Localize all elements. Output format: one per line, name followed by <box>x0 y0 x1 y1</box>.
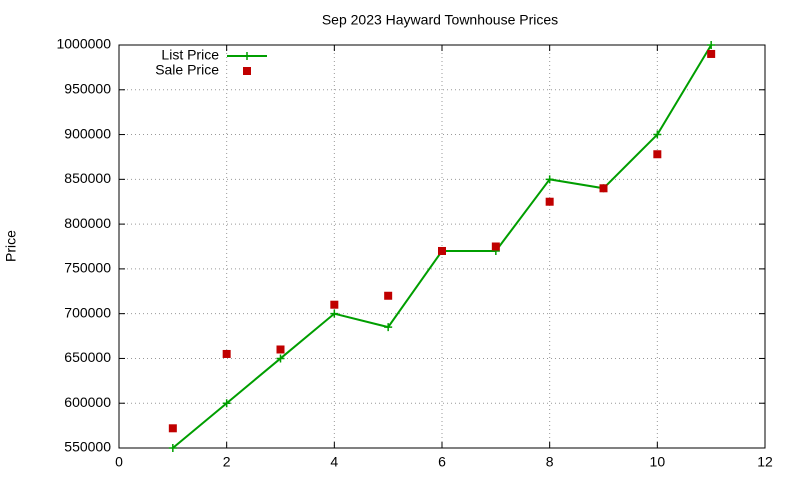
x-tick-label: 4 <box>330 454 338 470</box>
plot-frame <box>118 44 766 449</box>
x-tick-label: 2 <box>223 454 231 470</box>
x-tick-label: 12 <box>757 454 773 470</box>
y-axis-label: Price <box>3 230 19 262</box>
x-tick-label: 6 <box>438 454 446 470</box>
y-tick-label: 600000 <box>64 394 111 410</box>
y-tick-label: 1000000 <box>56 36 111 52</box>
legend-marker <box>243 52 251 60</box>
point <box>276 354 285 363</box>
point <box>653 150 662 159</box>
legend-marker <box>243 67 251 75</box>
point <box>545 175 554 184</box>
point <box>330 309 339 318</box>
point <box>384 291 393 300</box>
x-tick-label: 0 <box>115 454 123 470</box>
point <box>707 41 716 49</box>
x-tick-label: 10 <box>650 454 666 470</box>
point <box>168 444 177 452</box>
y-tick-label: 650000 <box>64 349 111 365</box>
point <box>491 242 500 251</box>
chart-title: Sep 2023 Hayward Townhouse Prices <box>322 12 558 28</box>
y-tick-label: 550000 <box>64 439 111 455</box>
legend-label: Sale Price <box>155 62 219 78</box>
point <box>222 399 231 408</box>
x-tick-label: 8 <box>546 454 554 470</box>
point <box>276 345 285 354</box>
point <box>599 184 608 193</box>
y-tick-label: 800000 <box>64 215 111 231</box>
y-tick-label: 700000 <box>64 304 111 320</box>
point <box>330 300 339 309</box>
point <box>222 349 231 358</box>
point <box>168 424 177 433</box>
point <box>438 246 446 255</box>
legend-label: List Price <box>161 47 219 63</box>
y-tick-label: 850000 <box>64 170 111 186</box>
y-tick-label: 750000 <box>64 260 111 276</box>
point <box>545 197 554 206</box>
y-tick-label: 950000 <box>64 80 111 96</box>
point <box>384 323 393 332</box>
y-tick-label: 900000 <box>64 125 111 141</box>
point <box>707 49 716 58</box>
point <box>653 130 662 139</box>
